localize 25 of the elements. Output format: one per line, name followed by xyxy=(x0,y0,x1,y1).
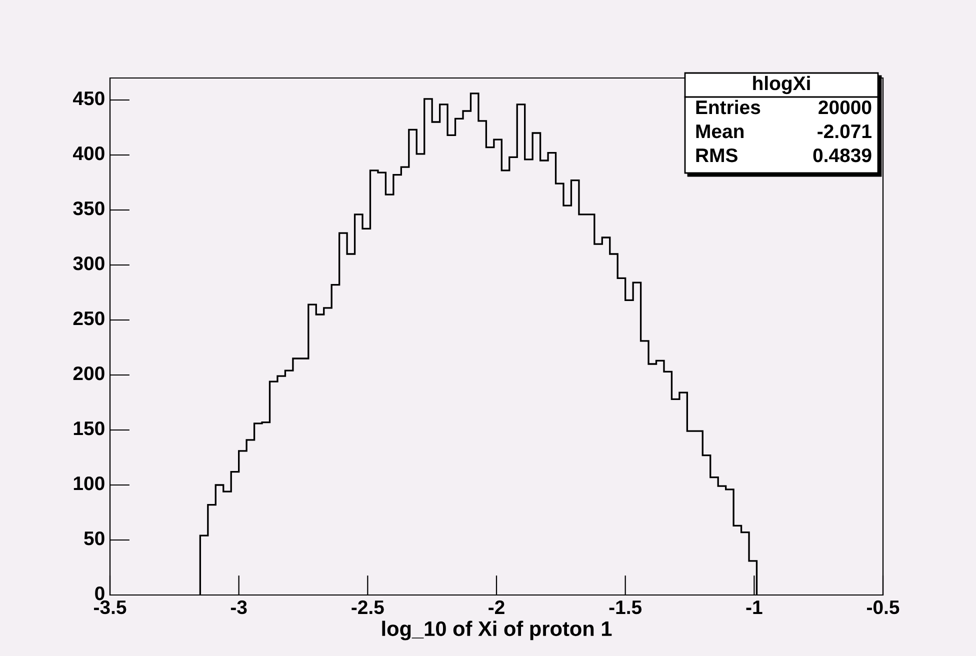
annotation: -2.071 xyxy=(818,124,872,138)
y-tick-label: 50 xyxy=(84,531,104,546)
y-tick-label: 400 xyxy=(72,146,104,160)
annotation: Entries xyxy=(696,100,760,114)
x-tick-label: -0.5 xyxy=(867,600,900,614)
y-tick-label: 250 xyxy=(73,311,104,326)
annotation: Mean xyxy=(696,124,744,138)
x-tick-label: -2.5 xyxy=(352,600,384,614)
annotation: RMS xyxy=(696,148,738,162)
y-tick-label: 150 xyxy=(74,421,104,436)
x-tick-label: -1 xyxy=(746,600,762,614)
x-axis-title: log_10 of Xi of proton 1 xyxy=(382,620,612,640)
annotation: 0.4839 xyxy=(813,148,872,162)
x-tick-label: -2 xyxy=(488,600,504,614)
y-tick-label: 350 xyxy=(73,201,104,216)
y-tick-label: 100 xyxy=(74,476,104,490)
y-tick-label: 300 xyxy=(73,256,104,270)
y-tick-label: 450 xyxy=(72,91,104,106)
y-tick-label: 0 xyxy=(95,586,104,600)
annotation: hlogXi xyxy=(753,76,810,94)
x-tick-label: -1.5 xyxy=(609,600,642,614)
annotation: 20000 xyxy=(818,100,872,114)
x-tick-label: -3 xyxy=(230,600,247,614)
x-tick-label: -3.5 xyxy=(94,600,126,614)
y-tick-label: 200 xyxy=(73,366,104,380)
